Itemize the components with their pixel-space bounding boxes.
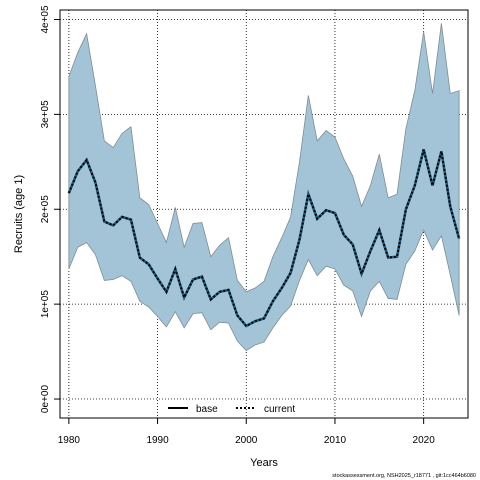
y-tick-label: 4e+05 <box>40 5 51 34</box>
y-tick-label: 0e+00 <box>40 385 51 414</box>
x-axis-title: Years <box>250 457 278 469</box>
x-tick-label: 2020 <box>413 435 436 446</box>
series-line-current <box>67 149 461 328</box>
y-tick-label: 1e+05 <box>40 290 51 319</box>
footer-caption: stockassessment.org, NSH2025_r18771 , gi… <box>332 473 476 479</box>
confidence-band <box>68 23 460 352</box>
x-axis: 1980 1990 2000 2010 2020 <box>58 418 435 446</box>
x-tick-label: 2010 <box>324 435 347 446</box>
plot-frame <box>59 9 469 419</box>
x-tick-label: 1980 <box>58 435 81 446</box>
x-tick-label: 2000 <box>235 435 258 446</box>
y-axis-title: Recruits (age 1) <box>13 175 25 253</box>
y-tick-label: 3e+05 <box>40 100 51 129</box>
series-lines <box>67 149 461 328</box>
legend-label-base: base <box>196 404 218 415</box>
y-axis: 0e+00 1e+05 2e+05 3e+05 4e+05 <box>40 5 60 413</box>
legend: base current <box>168 404 295 415</box>
y-tick-label: 2e+05 <box>40 195 51 224</box>
legend-label-current: current <box>264 404 295 415</box>
x-tick-label: 1990 <box>146 435 169 446</box>
